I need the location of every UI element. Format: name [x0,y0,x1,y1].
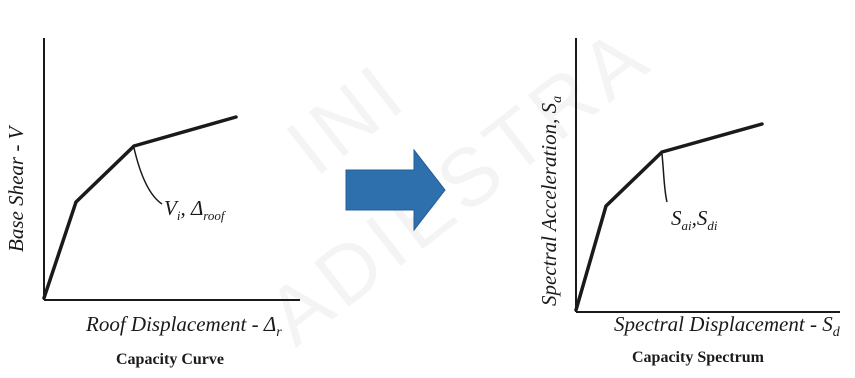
right-axes [575,38,840,313]
right-x-axis-label-sub: d [832,325,840,341]
right-arrow-icon [345,148,446,232]
left-x-axis-label: Roof Displacement - Δr [86,312,282,341]
left-y-axis-label: Base Shear - V [4,126,28,252]
right-leader-line [661,153,668,203]
right-caption: Capacity Spectrum [632,349,764,366]
left-x-axis-label-sub: r [276,325,282,341]
right-x-axis-label-main: Spectral Displacement - S [614,312,833,336]
capacity-curve-line [42,115,238,300]
right-y-axis-label-main: Spectral Acceleration, S [537,102,561,306]
left-axes [43,38,300,301]
right-point-d-sub: di [707,218,718,234]
left-point-d: Δ [190,196,204,220]
right-point-d: S [696,206,708,230]
left-point-sep: , [180,196,191,220]
right-point-a-sub: ai [681,218,692,234]
left-point-v: V [164,196,177,220]
capacity-spectrum-line [574,122,764,312]
right-point-a: S [671,206,682,230]
left-point-d-sub: roof [203,208,225,224]
left-x-axis-label-main: Roof Displacement - Δ [86,312,277,336]
right-point-sep: , [691,206,697,230]
right-y-axis-label: Spectral Acceleration, Sa [537,96,566,306]
left-point-label: Vi, Δroof [164,196,224,224]
left-point-v-sub: i [176,208,181,224]
right-point-label: Sai,Sdi [671,206,718,234]
left-leader-line [133,147,163,205]
right-x-axis-label: Spectral Displacement - Sd [614,312,840,341]
right-y-axis-label-sub: a [550,95,566,103]
left-caption: Capacity Curve [116,351,224,368]
